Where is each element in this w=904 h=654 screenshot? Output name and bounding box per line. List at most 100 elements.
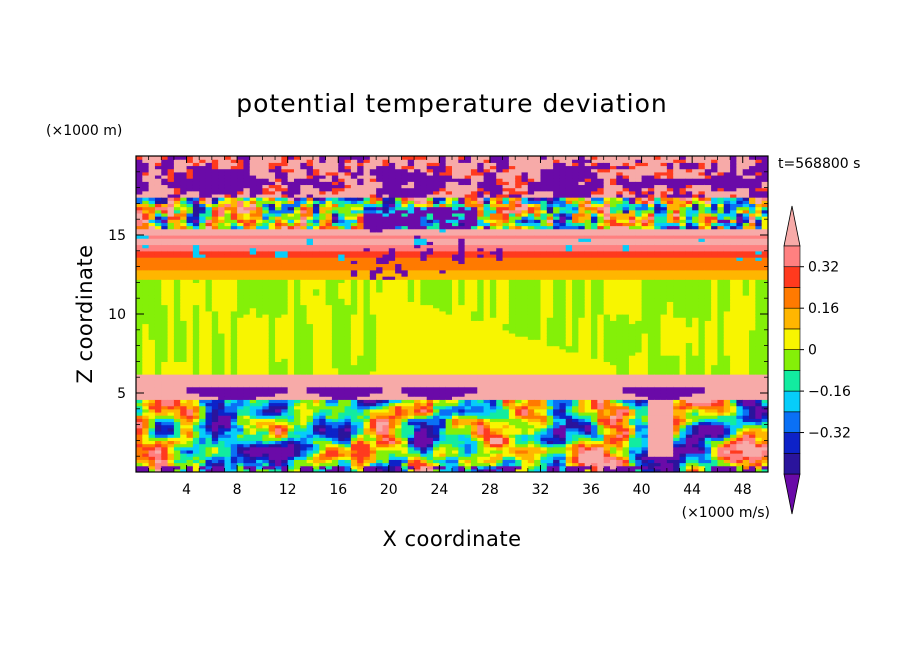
- field-cell: [426, 238, 434, 242]
- field-cell: [173, 212, 181, 217]
- field-cell: [237, 219, 245, 223]
- field-cell: [281, 386, 289, 391]
- field-cell: [357, 171, 365, 176]
- field-cell: [243, 383, 251, 388]
- field-cell: [218, 323, 226, 328]
- field-cell: [407, 405, 415, 410]
- field-cell: [338, 184, 346, 189]
- field-cell: [287, 225, 295, 230]
- field-cell: [249, 415, 257, 419]
- field-cell: [388, 421, 396, 426]
- field-cell: [388, 468, 396, 472]
- field-cell: [281, 156, 289, 160]
- field-cell: [180, 405, 188, 410]
- field-cell: [218, 402, 226, 407]
- field-cell: [382, 162, 390, 167]
- field-cell: [192, 206, 200, 211]
- field-cell: [262, 244, 270, 249]
- field-cell: [161, 184, 169, 189]
- field-cell: [445, 408, 453, 413]
- y-unit-label: (×1000 m): [46, 123, 122, 139]
- field-cell: [414, 276, 421, 280]
- field-cell: [136, 358, 143, 362]
- field-cell: [275, 244, 282, 249]
- field-cell: [186, 272, 194, 277]
- field-cell: [420, 468, 428, 472]
- field-cell: [167, 427, 175, 432]
- field-cell: [325, 396, 333, 400]
- field-cell: [186, 247, 194, 252]
- field-cell: [401, 468, 409, 472]
- field-cell: [407, 332, 415, 337]
- field-cell: [395, 241, 403, 246]
- field-cell: [407, 456, 415, 460]
- field-cell: [388, 187, 396, 192]
- field-cell: [369, 190, 377, 195]
- field-cell: [357, 241, 365, 246]
- field-cell: [192, 437, 200, 441]
- field-cell: [319, 168, 327, 173]
- field-cell: [426, 339, 434, 344]
- field-cell: [281, 291, 289, 296]
- field-cell: [256, 393, 263, 397]
- field-cell: [224, 307, 232, 312]
- field-cell: [325, 351, 333, 356]
- field-cell: [205, 266, 213, 271]
- field-cell: [186, 326, 194, 331]
- field-cell: [325, 272, 333, 277]
- field-cell: [243, 162, 251, 167]
- field-cell: [136, 165, 143, 170]
- field-cell: [230, 156, 238, 160]
- field-cell: [268, 358, 276, 362]
- field-cell: [376, 345, 384, 350]
- field-cell: [420, 159, 428, 163]
- field-cell: [439, 184, 447, 189]
- field-cell: [256, 434, 263, 438]
- field-cell: [426, 171, 434, 176]
- field-cell: [439, 250, 447, 255]
- field-cell: [243, 440, 251, 445]
- field-cell: [186, 193, 194, 198]
- field-cell: [382, 298, 390, 302]
- field-cell: [376, 285, 384, 290]
- field-cell: [224, 257, 232, 261]
- field-cell: [256, 222, 263, 227]
- field-cell: [439, 257, 447, 261]
- field-cell: [148, 377, 156, 381]
- field-cell: [376, 174, 384, 179]
- field-cell: [357, 320, 365, 325]
- field-cell: [224, 200, 232, 204]
- field-cell: [281, 402, 289, 407]
- field-cell: [382, 301, 390, 306]
- field-cell: [325, 212, 333, 217]
- field-cell: [300, 393, 308, 397]
- field-cell: [211, 437, 219, 441]
- field-cell: [167, 348, 175, 353]
- field-cell: [237, 468, 245, 472]
- field-cell: [192, 222, 200, 227]
- field-cell: [237, 386, 245, 391]
- field-cell: [237, 244, 245, 249]
- field-cell: [319, 427, 327, 432]
- field-cell: [382, 367, 390, 372]
- field-cell: [331, 263, 339, 268]
- field-cell: [287, 231, 295, 236]
- field-cell: [401, 317, 409, 321]
- field-cell: [319, 443, 327, 448]
- field-cell: [325, 203, 333, 208]
- field-cell: [154, 219, 162, 223]
- field-cell: [426, 219, 434, 223]
- field-cell: [401, 342, 409, 347]
- field-cell: [445, 351, 453, 356]
- field-cell: [388, 370, 396, 375]
- field-cell: [173, 203, 181, 208]
- field-cell: [262, 314, 270, 318]
- field-cell: [319, 174, 327, 179]
- field-cell: [439, 298, 447, 302]
- field-cell: [148, 235, 156, 239]
- field-cell: [344, 162, 352, 167]
- field-cell: [180, 190, 188, 195]
- field-cell: [268, 174, 276, 179]
- field-cell: [268, 424, 276, 429]
- field-cell: [357, 212, 365, 217]
